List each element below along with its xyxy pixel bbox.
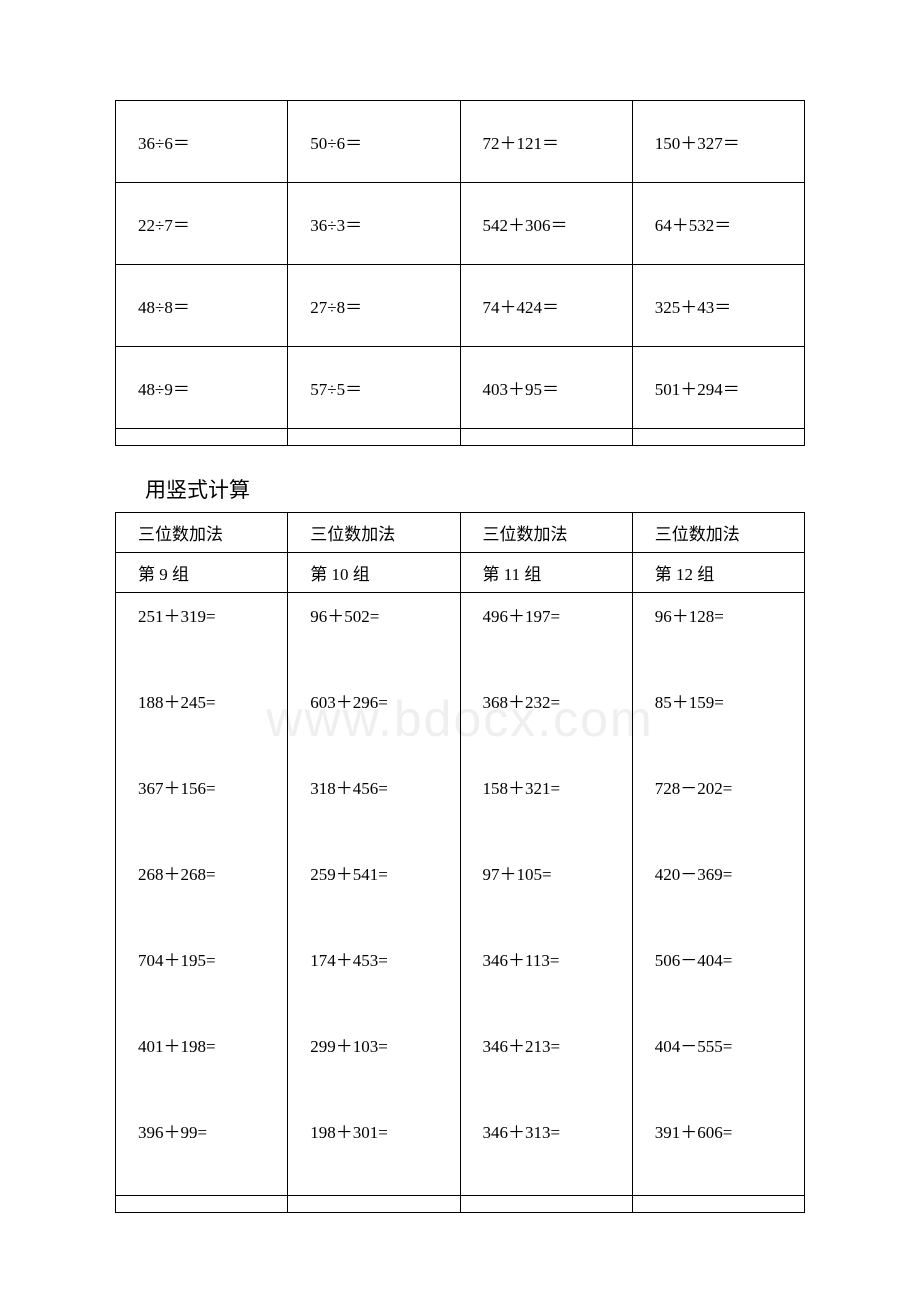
table1-cell: 22÷7＝ <box>116 183 288 265</box>
table2-cell: 85＋159= <box>633 679 804 765</box>
table2-cell: 391＋606= <box>633 1109 804 1195</box>
table2-cell: 97＋105= <box>461 851 632 937</box>
table2-cell: 401＋198= <box>116 1023 287 1109</box>
table2-cell: 268＋268= <box>116 851 287 937</box>
table1-cell: 501＋294＝ <box>632 347 804 429</box>
table-1: 36÷6＝ 50÷6＝ 72＋121＝ 150＋327＝ 22÷7＝ 36÷3＝… <box>115 100 805 446</box>
table2-group: 第 12 组 <box>632 553 804 593</box>
table2-cell: 346＋213= <box>461 1023 632 1109</box>
table2-cell: 259＋541= <box>288 851 459 937</box>
table1-cell: 74＋424＝ <box>460 265 632 347</box>
table2-cell: 299＋103= <box>288 1023 459 1109</box>
table1-cell: 542＋306＝ <box>460 183 632 265</box>
table2-cell: 367＋156= <box>116 765 287 851</box>
table2-cell: 603＋296= <box>288 679 459 765</box>
section-heading: 用竖式计算 <box>115 466 805 512</box>
table2-cell: 506－404= <box>633 937 804 1023</box>
table2-cell: 346＋113= <box>461 937 632 1023</box>
table1-empty-cell <box>632 429 804 446</box>
table2-cell: 704＋195= <box>116 937 287 1023</box>
table2-cell: 188＋245= <box>116 679 287 765</box>
table2-column: 251＋319= 188＋245= 367＋156= 268＋268= 704＋… <box>116 593 288 1196</box>
table2-cell: 96＋128= <box>633 593 804 679</box>
table2-group: 第 11 组 <box>460 553 632 593</box>
table2-header: 三位数加法 <box>632 513 804 553</box>
table1-cell: 48÷8＝ <box>116 265 288 347</box>
table2-empty-cell <box>116 1196 288 1213</box>
table-2: 三位数加法 三位数加法 三位数加法 三位数加法 第 9 组 第 10 组 第 1… <box>115 512 805 1213</box>
table1-cell: 27÷8＝ <box>288 265 460 347</box>
table2-column: 496＋197= 368＋232= 158＋321= 97＋105= 346＋1… <box>460 593 632 1196</box>
table2-cell: 368＋232= <box>461 679 632 765</box>
table2-header: 三位数加法 <box>288 513 460 553</box>
table1-cell: 64＋532＝ <box>632 183 804 265</box>
table2-cell: 251＋319= <box>116 593 287 679</box>
table1-cell: 50÷6＝ <box>288 101 460 183</box>
table2-cell: 396＋99= <box>116 1109 287 1195</box>
table2-cell: 158＋321= <box>461 765 632 851</box>
table2-column: 96＋128= 85＋159= 728－202= 420－369= 506－40… <box>632 593 804 1196</box>
table2-cell: 404－555= <box>633 1023 804 1109</box>
table2-cell: 318＋456= <box>288 765 459 851</box>
table1-cell: 48÷9＝ <box>116 347 288 429</box>
table2-cell: 496＋197= <box>461 593 632 679</box>
table2-cell: 420－369= <box>633 851 804 937</box>
table2-header: 三位数加法 <box>116 513 288 553</box>
table2-group: 第 9 组 <box>116 553 288 593</box>
table1-cell: 36÷3＝ <box>288 183 460 265</box>
table1-cell: 325＋43＝ <box>632 265 804 347</box>
table2-column: 96＋502= 603＋296= 318＋456= 259＋541= 174＋4… <box>288 593 460 1196</box>
table1-empty-cell <box>116 429 288 446</box>
table1-cell: 403＋95＝ <box>460 347 632 429</box>
table2-cell: 96＋502= <box>288 593 459 679</box>
table2-empty-cell <box>288 1196 460 1213</box>
table2-cell: 174＋453= <box>288 937 459 1023</box>
table1-empty-cell <box>288 429 460 446</box>
table2-cell: 198＋301= <box>288 1109 459 1195</box>
table1-empty-cell <box>460 429 632 446</box>
table2-cell: 728－202= <box>633 765 804 851</box>
table2-header: 三位数加法 <box>460 513 632 553</box>
table1-cell: 150＋327＝ <box>632 101 804 183</box>
table1-cell: 57÷5＝ <box>288 347 460 429</box>
table2-empty-cell <box>632 1196 804 1213</box>
table1-cell: 36÷6＝ <box>116 101 288 183</box>
table2-cell: 346＋313= <box>461 1109 632 1195</box>
table2-group: 第 10 组 <box>288 553 460 593</box>
table1-cell: 72＋121＝ <box>460 101 632 183</box>
table2-empty-cell <box>460 1196 632 1213</box>
